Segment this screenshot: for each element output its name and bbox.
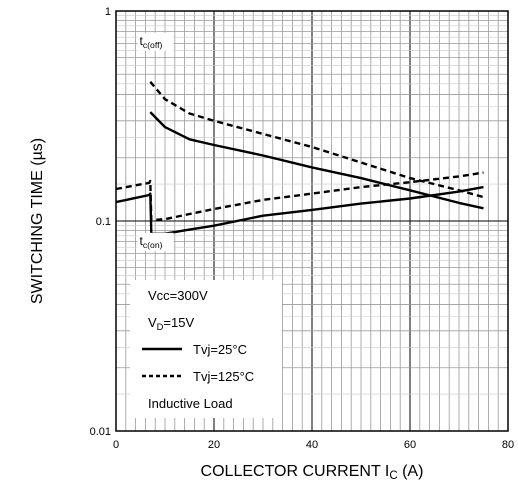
curve-label: tc(on): [140, 234, 163, 250]
x-tick-label: 20: [208, 439, 220, 451]
series-line: [149, 81, 484, 199]
x-tick-label: 80: [502, 439, 514, 451]
y-axis-title: SWITCHING TIME (µs): [29, 138, 46, 304]
series-line: [115, 171, 484, 222]
tick-labels: 0 20 40 60 80 0.01 0.1 1: [90, 6, 515, 451]
plot-frame: [115, 10, 509, 432]
x-tick-label: 0: [113, 439, 119, 451]
series-layer: [115, 81, 484, 235]
x-tick-label: 40: [306, 439, 318, 451]
legend-entry-label: Tvj=25°C: [193, 342, 247, 357]
y-tick-label: 0.1: [96, 216, 111, 228]
legend-condition: Vcc=300V: [148, 288, 208, 303]
legend-condition: VD=15V: [148, 315, 194, 332]
curve-label-bg: [137, 232, 174, 251]
y-tick-label: 1: [105, 6, 111, 18]
series-line: [115, 185, 484, 235]
curve-labels: tc(off) tc(on): [137, 32, 174, 251]
y-tick-label: 0.01: [90, 426, 111, 438]
curve-label-bg: [137, 32, 174, 51]
legend-entry-label: Tvj=125°C: [193, 369, 254, 384]
series-line: [149, 111, 484, 210]
legend: Vcc=300V VD=15V Tvj=25°C Tvj=125°C Inductive…: [130, 280, 282, 418]
curve-label: tc(off): [140, 34, 163, 50]
x-tick-label: 60: [404, 439, 416, 451]
legend-footer: Inductive Load: [148, 396, 233, 411]
axis-titles: COLLECTOR CURRENT IC (A) SWITCHING TIME (…: [29, 138, 423, 482]
x-axis-title: COLLECTOR CURRENT IC (A): [201, 463, 424, 482]
